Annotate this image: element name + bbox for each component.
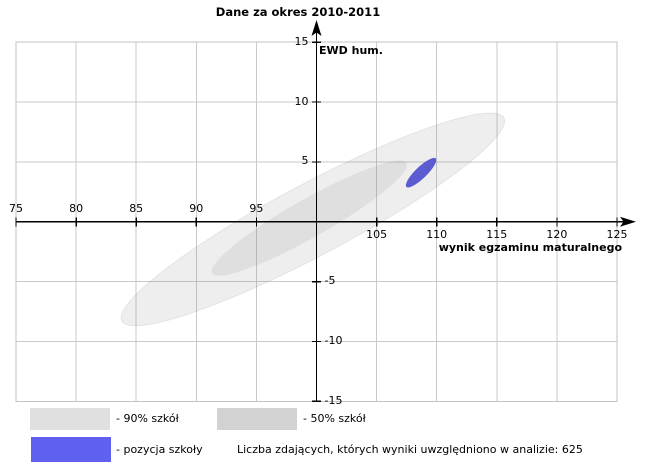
x-axis-title: wynik egzaminu maturalnego — [438, 241, 622, 254]
y-axis-title: EWD hum. — [319, 44, 383, 57]
legend-swatch-school-position — [31, 437, 111, 462]
ellipse-90pct-szkol — [120, 112, 506, 327]
legend-swatch-90pct — [30, 408, 110, 430]
ellipse-50pct-szkol — [211, 160, 408, 276]
y-axis-arrowhead — [311, 20, 322, 36]
legend-label-school-position: - pozycja szkoły — [116, 443, 203, 456]
legend-label-90pct: - 90% szkół — [116, 412, 179, 425]
x-axis-arrowhead — [620, 216, 636, 227]
legend-swatch-50pct — [217, 408, 297, 430]
ellipse-school-position — [405, 157, 437, 188]
analysis-count-note: Liczba zdających, których wyniki uwzględ… — [237, 443, 583, 456]
chart-title: Dane za okres 2010-2011 — [215, 5, 381, 19]
legend-label-50pct: - 50% szkół — [303, 412, 366, 425]
